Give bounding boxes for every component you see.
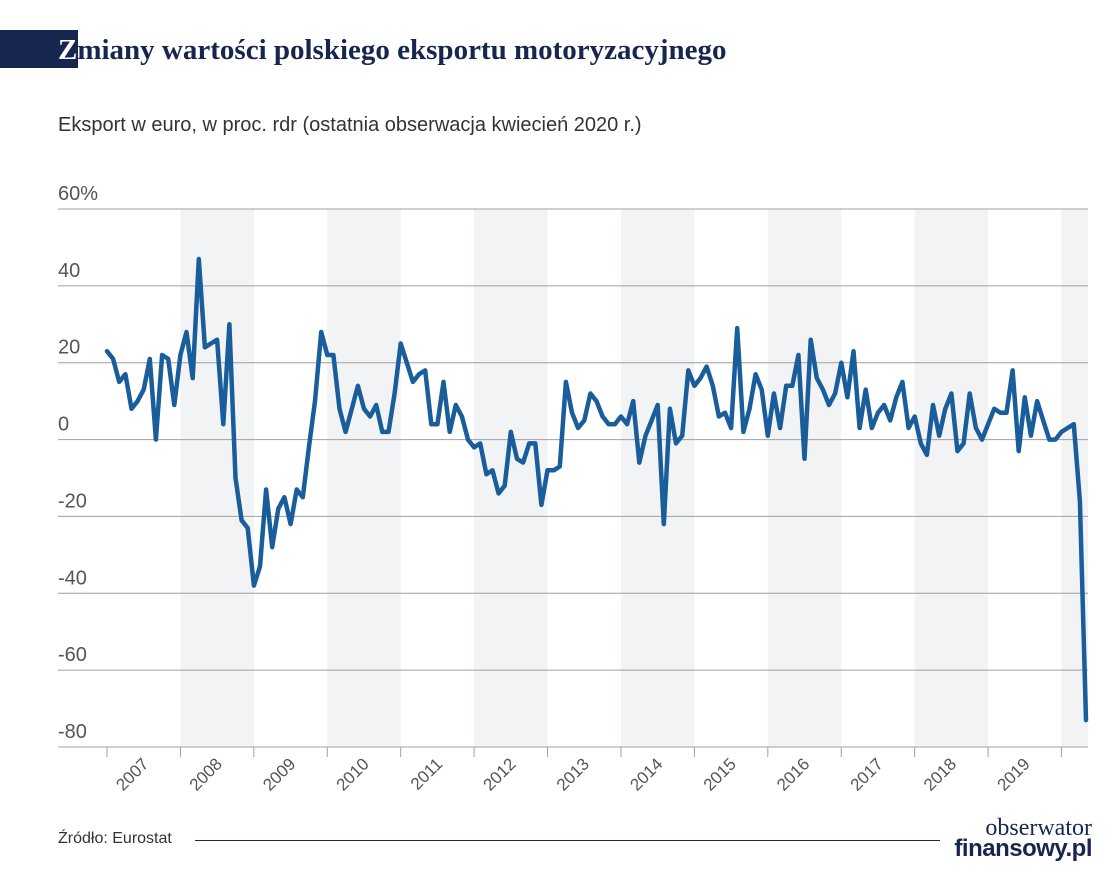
title-accent-bar	[0, 30, 78, 68]
x-tick-label: 2009	[259, 754, 299, 794]
y-tick-label: 20	[58, 337, 80, 359]
series-layer	[104, 256, 1089, 723]
year-band	[474, 209, 548, 747]
x-tick-label: 2007	[112, 754, 152, 794]
year-band	[767, 209, 842, 747]
x-tick-label: 2014	[626, 754, 666, 794]
x-tick-label: 2008	[186, 754, 226, 794]
x-tick-label: 2011	[407, 754, 446, 793]
x-tick-label: 2019	[993, 754, 1033, 794]
y-tick-label: 0	[58, 414, 69, 436]
x-tick-label: 2017	[847, 754, 887, 794]
publisher-logo: obserwator finansowy.pl	[954, 816, 1092, 861]
x-tick-label: 2015	[700, 754, 740, 794]
year-band	[914, 209, 989, 747]
x-tick-label: 2016	[773, 754, 813, 794]
source-divider	[195, 840, 940, 841]
x-tick-label: 2013	[553, 754, 593, 794]
series-line	[104, 256, 1089, 723]
year-band	[180, 209, 254, 747]
year-bands	[180, 209, 1088, 747]
x-tick-label: 2018	[920, 754, 960, 794]
source-label: Źródło: Eurostat	[58, 830, 172, 847]
x-tick-label: 2010	[333, 754, 373, 794]
year-band	[327, 209, 401, 747]
chart-title: Zmiany wartości polskiego eksportu motor…	[58, 30, 727, 70]
title-first-letter: Z	[58, 34, 78, 66]
logo-line-1: obserwator	[985, 815, 1092, 841]
x-axis-labels: 2007 2008 2009 2010 2011 2012 2013 2014 2015 2016…	[106, 747, 1063, 795]
y-axis-labels: 60% 40 20 0 -20 -40 -60 -80	[58, 183, 98, 743]
chart-subtitle: Eksport w euro, w proc. rdr (ostatnia ob…	[58, 114, 642, 136]
x-tick-label: 2012	[479, 754, 519, 794]
y-tick-label: -80	[58, 721, 87, 743]
logo-line-2: finansowy.pl	[954, 835, 1092, 862]
y-tick-label: -20	[58, 490, 87, 512]
y-tick-label: 40	[58, 260, 80, 282]
year-band	[620, 209, 695, 747]
title-rest: miany wartości polskiego eksportu motory…	[77, 34, 727, 66]
y-tick-label: 60%	[58, 183, 98, 205]
y-tick-label: -40	[58, 567, 87, 589]
y-tick-label: -60	[58, 644, 87, 666]
